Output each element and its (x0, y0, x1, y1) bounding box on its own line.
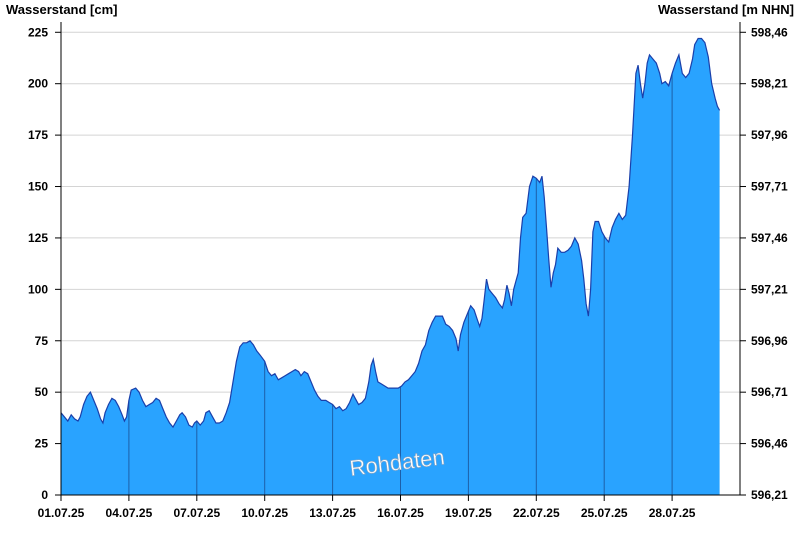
y-tick-label-right: 596,96 (751, 334, 788, 348)
water-level-line (60, 37, 721, 429)
y-tick-label-right: 597,46 (751, 231, 788, 245)
y-tick-label-left: 0 (41, 488, 48, 502)
y-tick-label-left: 150 (28, 180, 48, 194)
x-tick-label: 10.07.25 (241, 506, 288, 520)
y-axis-title-left: Wasserstand [cm] (6, 2, 118, 17)
x-tick-label: 25.07.25 (581, 506, 628, 520)
x-tick-label: 19.07.25 (445, 506, 492, 520)
y-tick-label-left: 175 (28, 128, 48, 142)
y-tick-label-right: 598,21 (751, 77, 788, 91)
y-tick-label-right: 597,21 (751, 282, 788, 296)
y-axis-title-right: Wasserstand [m NHN] (657, 2, 794, 17)
x-tick-label: 04.07.25 (106, 506, 153, 520)
y-tick-label-right: 598,46 (751, 25, 788, 39)
y-tick-label-right: 596,71 (751, 385, 788, 399)
x-tick-label: 16.07.25 (377, 506, 424, 520)
x-tick-label: 28.07.25 (649, 506, 696, 520)
y-tick-label-left: 50 (35, 385, 49, 399)
y-tick-label-left: 100 (28, 282, 48, 296)
y-tick-label-left: 75 (35, 334, 49, 348)
x-tick-label: 01.07.25 (38, 506, 85, 520)
y-tick-label-left: 25 (35, 437, 49, 451)
x-tick-label: 22.07.25 (513, 506, 560, 520)
y-tick-label-left: 200 (28, 77, 48, 91)
y-tick-label-left: 125 (28, 231, 48, 245)
x-tick-label: 07.07.25 (173, 506, 220, 520)
y-tick-label-right: 596,21 (751, 488, 788, 502)
y-tick-label-left: 225 (28, 25, 48, 39)
y-tick-label-right: 596,46 (751, 437, 788, 451)
water-level-area (61, 38, 720, 495)
y-tick-label-right: 597,96 (751, 128, 788, 142)
x-tick-label: 13.07.25 (309, 506, 356, 520)
y-tick-label-right: 597,71 (751, 180, 788, 194)
